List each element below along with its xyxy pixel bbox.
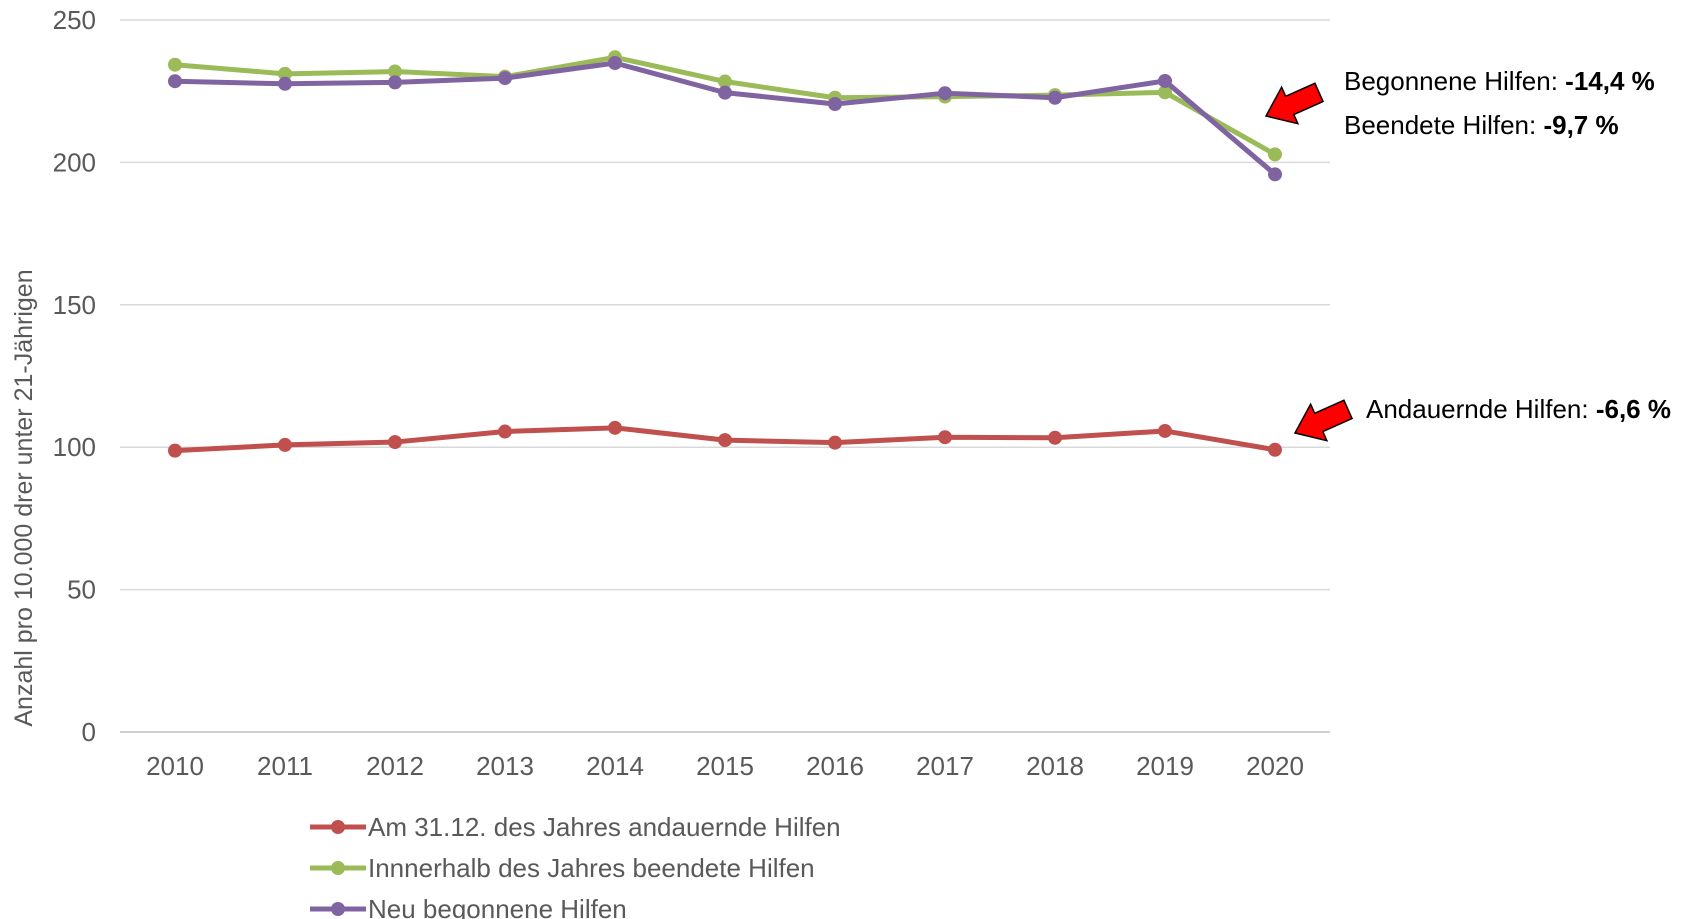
gridlines	[120, 19, 1330, 733]
data-point	[718, 74, 732, 89]
data-point	[1158, 85, 1172, 100]
x-tick-label: 2010	[146, 751, 204, 781]
annotation-andauernde: Andauernde Hilfen: -6,6 %	[1366, 394, 1671, 424]
series-1	[168, 50, 1282, 162]
x-tick-label: 2015	[696, 751, 754, 781]
legend-swatch-marker	[331, 820, 345, 834]
y-tick-label: 150	[53, 290, 96, 320]
annotation-beendete-text: Beendete Hilfen: -9,7 %	[1344, 110, 1619, 140]
y-tick-label: 200	[53, 147, 96, 177]
data-point	[498, 424, 512, 439]
x-tick-label: 2020	[1246, 751, 1304, 781]
data-point	[388, 64, 402, 79]
data-point	[168, 74, 182, 89]
annotation-beendete: Beendete Hilfen: -9,7 %	[1344, 110, 1619, 140]
annotation-beendete-label: Beendete Hilfen:	[1344, 110, 1543, 140]
data-point	[608, 56, 622, 71]
annotation-andauernde-label: Andauernde Hilfen:	[1366, 394, 1596, 424]
x-tick-label: 2017	[916, 751, 974, 781]
data-point	[168, 443, 182, 458]
x-axis-ticks: 2010 2011 2012 2013 2014 2015 2016 2017 2018 2019…	[146, 751, 1304, 781]
x-tick-label: 2018	[1026, 751, 1084, 781]
red-arrow-icon	[1293, 399, 1354, 442]
data-point	[938, 86, 952, 101]
annotation-begonnene-value: -14,4 %	[1565, 66, 1655, 96]
data-point	[1158, 423, 1172, 438]
data-point	[1158, 73, 1172, 88]
data-point	[1268, 167, 1282, 182]
annotation-begonnene-label: Begonnene Hilfen:	[1344, 66, 1565, 96]
data-point	[1048, 90, 1062, 105]
series-line	[174, 54, 1277, 157]
y-tick-label: 250	[53, 5, 96, 35]
legend-label: Am 31.12. des Jahres andauernde Hilfen	[368, 812, 841, 842]
annotation-begonnene-text: Begonnene Hilfen: -14,4 %	[1344, 66, 1655, 96]
data-point	[1268, 147, 1282, 162]
legend-item: Am 31.12. des Jahres andauernde Hilfen	[310, 812, 841, 842]
data-point	[388, 75, 402, 90]
annotation-begonnene: Begonnene Hilfen: -14,4 %	[1344, 66, 1655, 96]
data-point	[828, 97, 842, 112]
x-tick-label: 2013	[476, 751, 534, 781]
red-arrow-icon	[1264, 82, 1325, 125]
series-0	[168, 420, 1282, 458]
legend-swatch-marker	[331, 861, 345, 875]
data-point	[278, 437, 292, 452]
y-axis-title: Anzahl pro 10.000 drer unter 21-Jährigen	[10, 269, 38, 726]
data-point	[1268, 442, 1282, 457]
data-point	[278, 66, 292, 81]
x-tick-label: 2012	[366, 751, 424, 781]
annotation-andauernde-value: -6,6 %	[1596, 394, 1671, 424]
data-point	[498, 71, 512, 86]
data-point	[278, 76, 292, 91]
annotation-beendete-value: -9,7 %	[1543, 110, 1618, 140]
data-point	[938, 430, 952, 445]
x-tick-label: 2014	[586, 751, 644, 781]
x-tick-label: 2019	[1136, 751, 1194, 781]
legend-label: Neu begonnene Hilfen	[368, 894, 627, 919]
y-axis-ticks: 0 50 100 150 200 250	[53, 5, 96, 747]
y-tick-label: 100	[53, 432, 96, 462]
data-point	[608, 420, 622, 435]
series-2	[168, 56, 1282, 182]
x-tick-label: 2016	[806, 751, 864, 781]
data-point	[168, 57, 182, 72]
x-tick-label: 2011	[257, 751, 313, 781]
legend-item: Innnerhalb des Jahres beendete Hilfen	[310, 853, 815, 883]
data-point	[1048, 430, 1062, 445]
series-group	[168, 50, 1282, 458]
data-point	[828, 435, 842, 450]
data-point	[388, 435, 402, 450]
legend-swatch-marker	[331, 902, 345, 916]
annotation-andauernde-text: Andauernde Hilfen: -6,6 %	[1366, 394, 1671, 424]
legend: Am 31.12. des Jahres andauernde Hilfen In…	[310, 812, 841, 919]
legend-label: Innnerhalb des Jahres beendete Hilfen	[368, 853, 815, 883]
data-point	[718, 433, 732, 448]
data-point	[718, 85, 732, 100]
y-tick-label: 0	[82, 717, 96, 747]
legend-item: Neu begonnene Hilfen	[310, 894, 627, 919]
y-tick-label: 50	[67, 575, 96, 605]
